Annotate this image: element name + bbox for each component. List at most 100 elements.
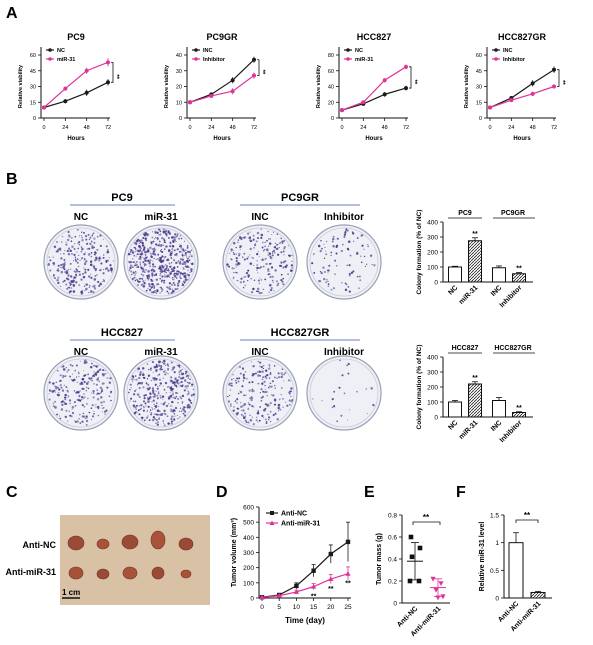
colony-dot <box>56 250 59 253</box>
colony-dot <box>170 386 173 388</box>
colony-dot <box>75 376 78 378</box>
colony-dot <box>169 265 172 268</box>
colony-dot <box>346 419 349 421</box>
colony-dot <box>186 406 189 409</box>
series-line <box>489 69 555 109</box>
group-label: HCC827 <box>452 345 479 352</box>
colony-dot <box>152 395 155 398</box>
colony-dot <box>286 404 289 407</box>
colony-dot <box>273 376 276 379</box>
colony-dot <box>62 377 64 379</box>
colony-dot <box>268 386 270 389</box>
colony-dot <box>282 267 284 269</box>
colony-dot <box>101 404 103 407</box>
colony-dot <box>246 232 250 235</box>
colony-dot <box>89 365 93 369</box>
data-point <box>430 576 436 582</box>
colony-dot <box>186 245 189 247</box>
colony-dot <box>176 364 178 367</box>
colony-dot <box>152 291 155 293</box>
tumor <box>178 537 194 551</box>
colony-dot <box>132 266 134 268</box>
colony-dot <box>265 422 268 425</box>
y-axis-label: Colony formation (% of NC) <box>416 345 423 430</box>
colony-dot <box>291 260 293 263</box>
colony-dot <box>189 254 191 256</box>
colony-dot <box>135 261 138 263</box>
colony-dot <box>132 400 135 402</box>
colony-dot <box>264 245 267 248</box>
colony-dot <box>157 391 160 393</box>
colony-dot <box>163 388 166 391</box>
colony-dot <box>154 253 157 256</box>
colony-dot <box>257 421 259 423</box>
colony-dot <box>251 374 255 377</box>
colony-dot <box>252 238 255 240</box>
colony-dot <box>178 243 180 245</box>
colony-dot <box>170 422 173 425</box>
tumor <box>121 534 139 550</box>
colony-dot <box>172 394 174 396</box>
colony-dot <box>177 417 179 420</box>
colony-dot <box>234 379 237 382</box>
colony-dot <box>264 384 266 387</box>
colony-dot <box>137 265 140 269</box>
colony-dot <box>61 389 65 392</box>
colony-dot <box>160 244 163 246</box>
colony-dot <box>143 271 146 274</box>
colony-dot <box>372 403 375 407</box>
colony-dot <box>184 261 186 263</box>
colony-dot <box>247 274 250 277</box>
colony-dot <box>58 388 61 391</box>
colony-dot <box>153 285 156 288</box>
colony-dot <box>190 401 193 404</box>
colony-dot <box>237 239 240 241</box>
y-tick-label: 30 <box>476 85 482 91</box>
colony-dot <box>159 277 162 280</box>
colony-dot <box>158 373 161 376</box>
colony-dot <box>150 242 153 245</box>
colony-dot <box>95 383 98 386</box>
colony-dot <box>239 281 243 284</box>
colony-dot <box>150 367 152 370</box>
colony-dot <box>170 408 172 410</box>
colony-dot <box>264 418 267 421</box>
colony-dot <box>239 246 242 249</box>
plate-inner-rim <box>126 227 196 297</box>
colony-dot <box>91 415 95 418</box>
colony-dot <box>163 409 166 412</box>
colony-dot <box>262 265 265 268</box>
plate-inner-rim <box>46 358 116 428</box>
colony-dot <box>155 278 158 281</box>
colony-dot <box>71 408 73 410</box>
bar <box>512 412 526 418</box>
colony-dot <box>76 261 79 264</box>
colony-dot <box>138 376 141 380</box>
plate-label: Inhibitor <box>324 212 364 223</box>
colony-dot <box>152 265 155 268</box>
colony-dot <box>185 254 187 256</box>
colony-dot <box>164 229 166 231</box>
colony-dot <box>157 375 159 377</box>
colony-dot <box>182 408 185 411</box>
colony-dot <box>364 265 366 267</box>
colony-dot <box>154 291 157 294</box>
data-point <box>106 80 110 85</box>
colony-dot <box>179 244 182 248</box>
colony-dot <box>280 372 283 375</box>
y-tick-label: 15 <box>30 100 36 106</box>
colony-dot <box>108 256 110 259</box>
colony-dot <box>137 367 140 370</box>
colony-dot <box>81 404 84 407</box>
colony-dot <box>157 392 160 395</box>
colony-dot <box>62 365 65 368</box>
colony-dot <box>273 251 276 254</box>
colony-dot <box>149 392 152 395</box>
colony-dot <box>54 406 57 409</box>
data-point <box>407 578 413 584</box>
x-tick-label: 10 <box>293 604 301 611</box>
data-point <box>438 581 444 586</box>
colony-dot <box>137 382 140 385</box>
colony-dot <box>99 386 102 389</box>
colony-dot <box>313 253 315 255</box>
